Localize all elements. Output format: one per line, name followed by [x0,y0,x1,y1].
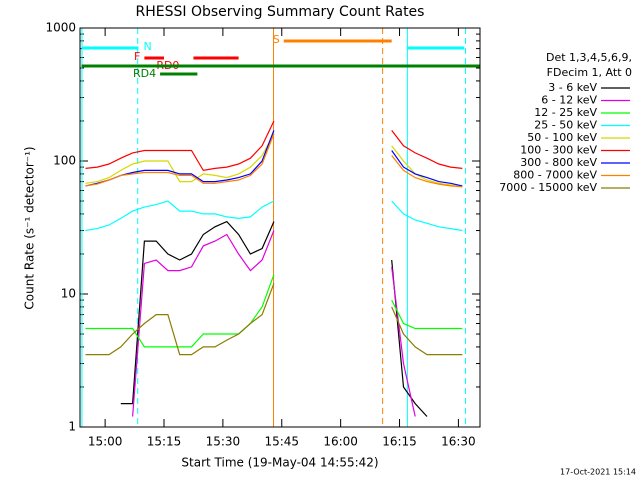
legend-label: 7000 - 15000 keV [499,181,597,194]
y-tick-label: 1000 [45,21,76,35]
y-axis-label: Count Rate (s⁻¹ detector⁻¹) [23,146,37,309]
flag-label: N [143,40,151,53]
plot-frame [79,27,481,428]
x-tick-label: 16:30 [441,435,476,449]
x-tick-label: 15:15 [147,435,182,449]
legend-label: 3 - 6 keV [548,81,597,94]
legend-label: 25 - 50 keV [534,119,597,132]
x-tick-label: 16:15 [382,435,417,449]
legend-label: 50 - 100 keV [527,131,597,144]
legend-header: FDecim 1, Att 0 [547,66,632,79]
legend-label: 100 - 300 keV [520,144,597,157]
flag-label: RD4 [133,67,156,80]
y-tick-label: 100 [53,154,76,168]
series-line [85,283,463,356]
x-tick-label: 16:00 [323,435,358,449]
footer: 17-Oct-2021 15:14 [560,468,636,477]
legend-label: 800 - 7000 keV [513,169,597,182]
flag-label: S [273,33,280,46]
legend-label: 12 - 25 keV [534,106,597,119]
legend-label: 300 - 800 keV [520,156,597,169]
series-line [85,133,463,188]
x-tick-label: 15:30 [206,435,241,449]
chart-title: RHESSI Observing Summary Count Rates [136,4,425,20]
series-line [85,120,463,172]
y-tick-label: 10 [61,287,76,301]
flag-label: F [134,50,140,63]
x-tick-label: 15:45 [264,435,299,449]
x-axis-label: Start Time (19-May-04 14:55:42) [181,456,378,470]
series-line [85,133,463,188]
legend-header: Det 1,3,4,5,6,9, [546,51,632,64]
series-line [120,220,428,417]
series-line [85,200,463,232]
x-tick-label: 15:00 [88,435,123,449]
series-line [132,230,416,417]
y-tick-label: 1 [68,420,76,434]
legend-label: 6 - 12 keV [541,94,597,107]
